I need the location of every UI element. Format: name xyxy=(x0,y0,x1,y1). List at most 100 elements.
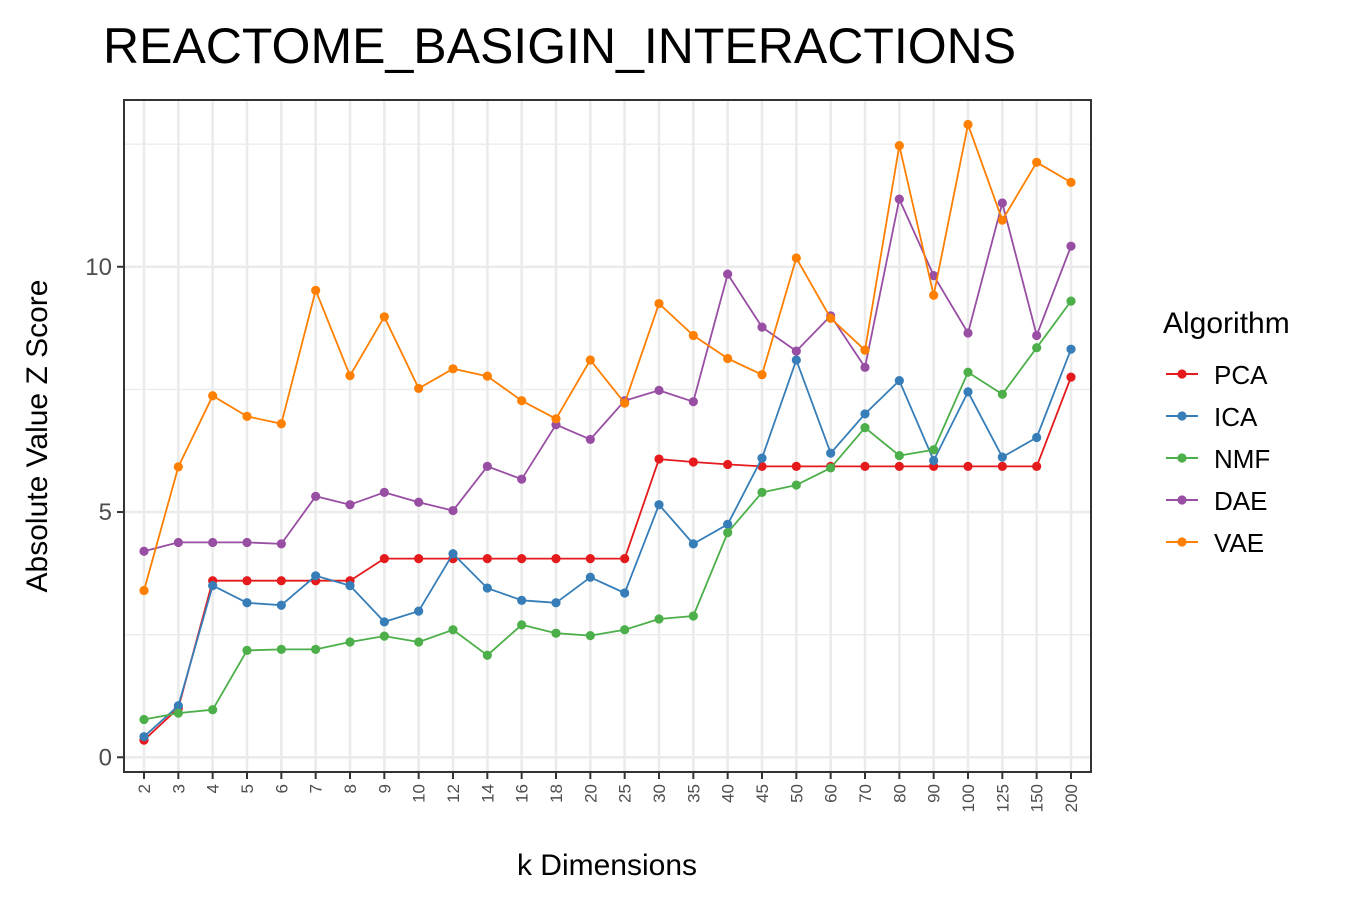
data-point-vae xyxy=(620,398,630,408)
data-point-dae xyxy=(1066,241,1076,251)
data-point-nmf xyxy=(414,637,424,647)
data-point-dae xyxy=(723,269,733,279)
data-point-nmf xyxy=(242,645,252,655)
x-tick-label: 70 xyxy=(856,784,875,803)
x-tick-label: 4 xyxy=(204,784,223,793)
y-tick-label: 0 xyxy=(99,744,112,771)
data-point-dae xyxy=(1032,330,1042,341)
data-point-pca xyxy=(654,454,664,464)
data-point-dae xyxy=(791,346,801,356)
x-tick-label: 40 xyxy=(719,784,738,803)
series-line-ica xyxy=(143,348,1072,738)
data-point-vae xyxy=(688,330,698,341)
data-point-ica xyxy=(654,500,664,510)
data-point-dae xyxy=(311,491,321,501)
data-point-nmf xyxy=(654,614,664,624)
data-point-vae xyxy=(139,585,149,596)
data-point-nmf xyxy=(963,367,973,377)
data-point-nmf xyxy=(517,620,527,630)
data-point-vae xyxy=(860,345,870,355)
data-point-vae xyxy=(208,391,218,401)
y-axis: 0 5 10 xyxy=(85,254,124,771)
data-point-nmf xyxy=(311,644,321,654)
data-point-vae xyxy=(242,411,252,421)
data-point-nmf xyxy=(585,631,595,641)
legend-item-ica: ICA xyxy=(1166,402,1258,432)
data-point-ica xyxy=(208,581,218,591)
data-point-ica xyxy=(517,595,527,605)
x-tick-label: 20 xyxy=(581,784,600,803)
legend-label-dae: DAE xyxy=(1214,486,1267,516)
series-pca xyxy=(139,372,1076,745)
x-axis: 2 3 4 5 6 7 8 9 10 12 14 16 18 20 25 30 35 40 45 50 60 70 80 90… xyxy=(135,772,1081,812)
legend-label-vae: VAE xyxy=(1214,528,1264,558)
series-dae xyxy=(139,194,1076,556)
chart-title: REACTOME_BASIGIN_INTERACTIONS xyxy=(103,18,1016,74)
data-point-nmf xyxy=(139,714,149,725)
data-point-dae xyxy=(929,271,939,281)
data-point-vae xyxy=(551,414,561,424)
data-point-vae xyxy=(345,371,355,381)
x-tick-label: 200 xyxy=(1062,784,1081,812)
y-tick-label: 10 xyxy=(85,254,112,281)
data-point-vae xyxy=(379,312,389,322)
data-point-nmf xyxy=(894,451,904,461)
data-point-ica xyxy=(448,549,458,559)
series-line-dae xyxy=(143,198,1072,553)
x-tick-label: 16 xyxy=(513,784,532,803)
data-point-ica xyxy=(345,581,355,591)
x-tick-label: 125 xyxy=(993,784,1012,812)
data-point-dae xyxy=(894,194,904,204)
legend-label-pca: PCA xyxy=(1214,360,1268,390)
series-line-nmf xyxy=(143,300,1072,721)
legend-label-ica: ICA xyxy=(1214,402,1258,432)
data-point-vae xyxy=(482,371,492,381)
legend-key-point-dae xyxy=(1177,495,1187,505)
data-point-vae xyxy=(963,119,973,130)
data-point-nmf xyxy=(208,705,218,715)
data-point-vae xyxy=(997,215,1007,225)
data-point-pca xyxy=(414,554,424,564)
plot-panel-border xyxy=(123,99,1092,773)
x-tick-label: 80 xyxy=(890,784,909,803)
data-point-ica xyxy=(1066,344,1076,354)
data-point-dae xyxy=(414,497,424,507)
data-point-ica xyxy=(1032,432,1042,443)
data-point-ica xyxy=(620,588,630,598)
x-tick-label: 7 xyxy=(307,784,326,793)
data-point-dae xyxy=(860,362,870,372)
data-point-vae xyxy=(517,396,527,406)
data-point-ica xyxy=(585,572,595,582)
x-tick-label: 30 xyxy=(650,784,669,803)
data-point-nmf xyxy=(826,463,836,473)
x-tick-label: 8 xyxy=(341,784,360,793)
data-point-pca xyxy=(723,459,733,470)
x-tick-label: 100 xyxy=(959,784,978,812)
data-point-ica xyxy=(311,571,321,581)
data-point-pca xyxy=(379,554,389,564)
data-point-pca xyxy=(963,461,973,472)
data-point-pca xyxy=(242,576,252,586)
data-point-ica xyxy=(723,519,733,529)
legend-title: Algorithm xyxy=(1163,307,1290,340)
data-point-pca xyxy=(894,461,904,472)
data-point-ica xyxy=(242,598,252,608)
legend-item-vae: VAE xyxy=(1166,528,1264,558)
legend-item-nmf: NMF xyxy=(1166,444,1270,474)
data-point-ica xyxy=(860,409,870,419)
data-point-dae xyxy=(173,537,183,548)
data-point-vae xyxy=(929,290,939,300)
y-axis-title: Absolute Value Z Score xyxy=(21,280,54,593)
data-point-vae xyxy=(173,462,183,472)
data-point-dae xyxy=(757,322,767,332)
data-point-dae xyxy=(208,537,218,548)
data-point-vae xyxy=(311,285,321,295)
data-point-nmf xyxy=(688,611,698,621)
legend: Algorithm PCA ICA NMF DAE VAE xyxy=(1163,307,1290,558)
data-point-dae xyxy=(379,487,389,498)
data-point-ica xyxy=(757,453,767,463)
data-point-nmf xyxy=(723,528,733,538)
legend-key-point-pca xyxy=(1177,369,1187,379)
series-ica xyxy=(139,344,1076,742)
x-tick-label: 90 xyxy=(925,784,944,803)
